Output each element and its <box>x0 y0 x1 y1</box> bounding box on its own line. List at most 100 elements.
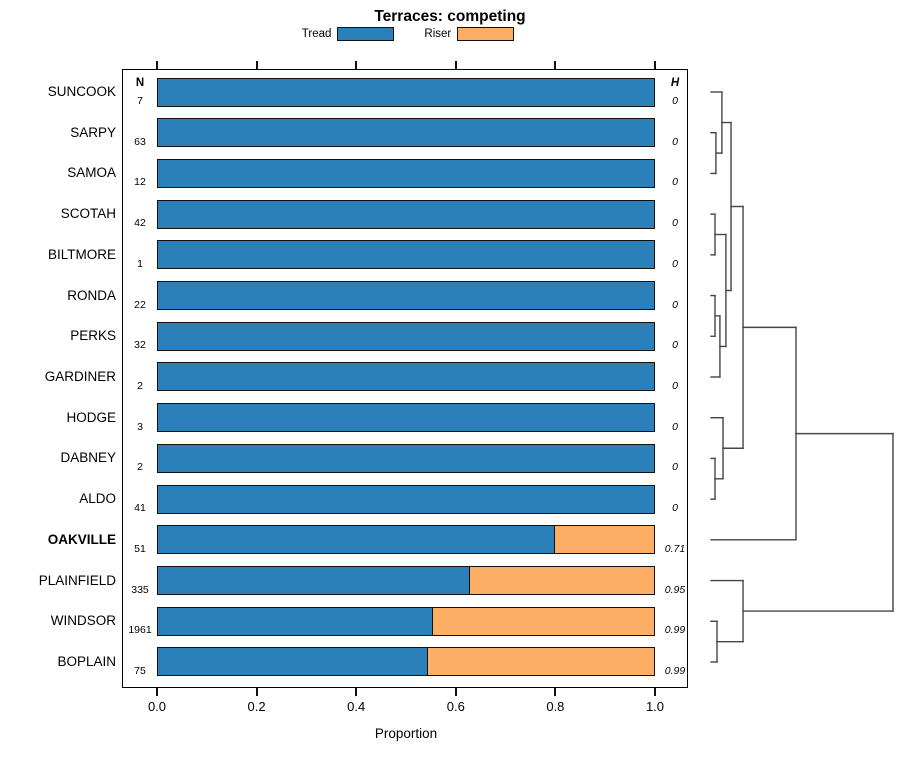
bar <box>157 525 655 555</box>
bar <box>157 566 655 596</box>
h-value: 0 <box>672 502 678 515</box>
bar-segment-tread <box>158 322 654 350</box>
bar <box>157 77 655 107</box>
x-tick <box>454 61 457 69</box>
bar-segment-tread <box>158 241 654 269</box>
h-value: 0.99 <box>664 664 686 677</box>
n-value: 7 <box>137 95 143 107</box>
col-header-n: N <box>135 77 145 89</box>
n-value: 335 <box>131 583 149 596</box>
legend-swatch-tread <box>337 27 395 41</box>
figure-title: Terraces: competing <box>374 8 526 25</box>
bar-segment-tread <box>158 648 429 676</box>
n-value: 2 <box>137 461 143 474</box>
h-value: 0 <box>672 95 678 107</box>
n-value: 1961 <box>128 624 152 637</box>
h-value: 0 <box>672 257 678 270</box>
row-label: BILTMORE <box>47 246 116 262</box>
n-value: 51 <box>134 542 146 555</box>
legend: Tread Riser <box>108 25 708 43</box>
bar <box>157 606 655 636</box>
row-label: BOPLAIN <box>57 653 116 669</box>
row-label: RONDA <box>67 287 116 303</box>
row-label: SARPY <box>70 124 116 140</box>
bar-segment-tread <box>158 607 434 635</box>
row-label: OAKVILLE <box>47 531 116 547</box>
x-tick-label: 0.8 <box>546 699 565 714</box>
x-tick-label: 0.4 <box>347 699 366 714</box>
n-value: 75 <box>134 664 146 677</box>
row-label: DABNEY <box>60 450 116 466</box>
h-value: 0 <box>672 379 678 392</box>
row-label: ALDO <box>79 491 116 507</box>
n-value: 32 <box>134 339 146 352</box>
x-tick-label: 0.2 <box>247 699 266 714</box>
h-value: 0 <box>672 217 678 230</box>
bar <box>157 484 655 514</box>
h-value: 0.71 <box>664 542 686 555</box>
x-tick <box>654 61 656 69</box>
n-value: 41 <box>134 502 146 515</box>
h-value: 0.99 <box>664 624 686 637</box>
bar-segment-tread <box>158 404 654 432</box>
n-value: 22 <box>134 298 146 311</box>
bar <box>157 240 655 270</box>
row-label: GARDINER <box>44 368 116 384</box>
h-value: 0 <box>672 298 678 311</box>
x-tick <box>355 61 358 69</box>
plot-area <box>122 69 688 688</box>
bar-segment-riser <box>554 526 654 554</box>
n-value: 42 <box>134 217 146 230</box>
x-axis-label: Proportion <box>374 726 438 741</box>
h-value: 0 <box>672 135 678 148</box>
legend-label-riser: Riser <box>424 28 452 40</box>
bar <box>157 118 655 148</box>
n-value: 63 <box>134 135 146 148</box>
h-value: 0 <box>672 339 678 352</box>
bar <box>157 281 655 311</box>
bar-segment-tread <box>158 485 654 513</box>
bar-segment-riser <box>470 567 654 595</box>
bar-segment-tread <box>158 444 654 472</box>
bar-segment-tread <box>158 567 471 595</box>
bar-segment-tread <box>158 78 654 106</box>
bar <box>157 362 655 392</box>
h-value: 0 <box>672 420 678 433</box>
x-tick <box>554 688 557 696</box>
legend-label-tread: Tread <box>301 28 332 40</box>
x-tick <box>454 688 457 696</box>
bar <box>157 443 655 473</box>
h-value: 0 <box>672 176 678 189</box>
x-tick <box>255 688 258 696</box>
bar <box>157 199 655 229</box>
bar-segment-tread <box>158 159 654 187</box>
n-value: 3 <box>137 420 143 433</box>
col-header-h: H <box>670 77 680 89</box>
x-tick <box>355 688 358 696</box>
bar-segment-tread <box>158 363 654 391</box>
bar-segment-riser <box>433 607 654 635</box>
bar <box>157 403 655 433</box>
x-tick-label: 0.6 <box>446 699 465 714</box>
row-label: WINDSOR <box>50 613 116 629</box>
bar-segment-tread <box>158 526 555 554</box>
legend-swatch-riser <box>457 27 515 41</box>
h-value: 0 <box>672 461 678 474</box>
row-label: SCOTAH <box>60 206 116 222</box>
x-tick <box>554 61 557 69</box>
row-label: SAMOA <box>67 165 116 181</box>
x-tick <box>255 61 258 69</box>
bar-segment-tread <box>158 119 654 147</box>
bar <box>157 158 655 188</box>
x-tick <box>156 688 158 696</box>
x-tick <box>654 688 656 696</box>
x-tick-label: 0.0 <box>147 699 167 714</box>
n-value: 12 <box>134 176 146 189</box>
bar-segment-riser <box>428 648 654 676</box>
bar-segment-tread <box>158 200 654 228</box>
h-value: 0.95 <box>664 583 686 596</box>
bar-segment-tread <box>158 282 654 310</box>
row-label: SUNCOOK <box>47 84 116 99</box>
row-label: HODGE <box>66 409 116 425</box>
